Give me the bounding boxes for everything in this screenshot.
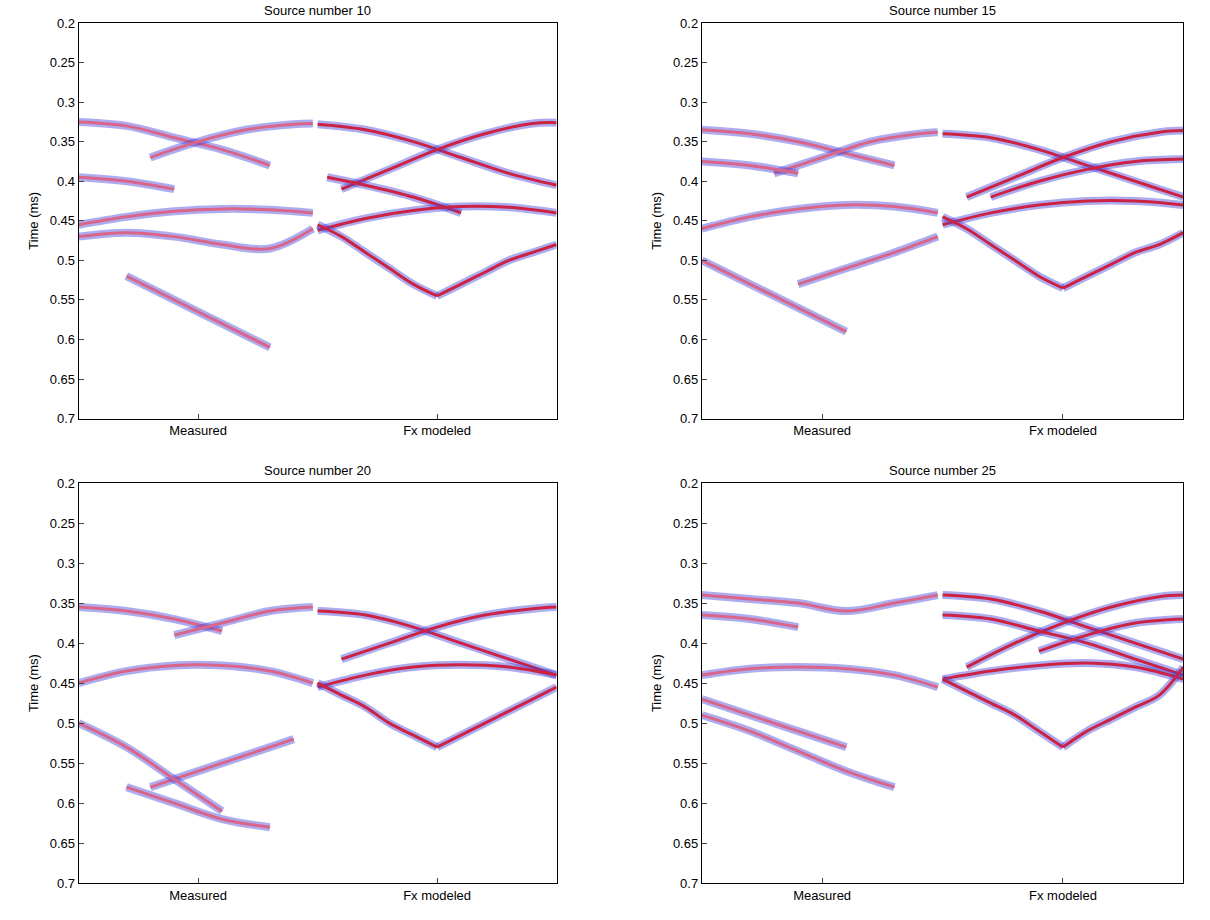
svg-text:Time (ms): Time (ms) <box>26 192 41 250</box>
svg-text:0.5: 0.5 <box>680 253 698 268</box>
svg-text:0.45: 0.45 <box>673 213 698 228</box>
svg-text:0.25: 0.25 <box>673 516 698 531</box>
svg-text:Fx modeled: Fx modeled <box>1029 888 1097 903</box>
svg-text:0.6: 0.6 <box>680 796 698 811</box>
svg-text:0.3: 0.3 <box>680 556 698 571</box>
svg-text:0.7: 0.7 <box>57 411 75 426</box>
svg-text:0.45: 0.45 <box>673 676 698 691</box>
svg-text:Fx modeled: Fx modeled <box>403 888 471 903</box>
svg-text:0.55: 0.55 <box>50 756 75 771</box>
svg-text:0.35: 0.35 <box>50 134 75 149</box>
svg-text:Source number 15: Source number 15 <box>889 3 996 18</box>
svg-text:0.4: 0.4 <box>57 636 75 651</box>
svg-text:0.6: 0.6 <box>680 332 698 347</box>
svg-text:0.2: 0.2 <box>680 16 698 31</box>
svg-text:0.55: 0.55 <box>673 292 698 307</box>
svg-text:0.35: 0.35 <box>50 596 75 611</box>
svg-text:0.2: 0.2 <box>680 476 698 491</box>
svg-text:0.6: 0.6 <box>57 332 75 347</box>
svg-text:Time (ms): Time (ms) <box>649 192 664 250</box>
svg-text:Fx modeled: Fx modeled <box>1029 423 1097 438</box>
svg-text:Fx modeled: Fx modeled <box>403 423 471 438</box>
svg-text:0.45: 0.45 <box>50 676 75 691</box>
svg-text:0.3: 0.3 <box>57 556 75 571</box>
svg-text:0.7: 0.7 <box>57 876 75 891</box>
svg-text:Measured: Measured <box>793 423 851 438</box>
svg-text:Measured: Measured <box>169 423 227 438</box>
svg-text:0.25: 0.25 <box>50 516 75 531</box>
svg-text:0.4: 0.4 <box>57 174 75 189</box>
svg-text:0.6: 0.6 <box>57 796 75 811</box>
svg-text:Source number 25: Source number 25 <box>889 463 996 478</box>
svg-text:0.4: 0.4 <box>680 636 698 651</box>
svg-text:0.5: 0.5 <box>680 716 698 731</box>
svg-text:0.3: 0.3 <box>680 95 698 110</box>
svg-text:Time (ms): Time (ms) <box>26 654 41 712</box>
svg-text:0.55: 0.55 <box>673 756 698 771</box>
svg-text:0.25: 0.25 <box>673 55 698 70</box>
svg-text:0.65: 0.65 <box>50 372 75 387</box>
svg-text:0.25: 0.25 <box>50 55 75 70</box>
svg-text:Measured: Measured <box>169 888 227 903</box>
svg-text:0.45: 0.45 <box>50 213 75 228</box>
svg-text:0.35: 0.35 <box>673 134 698 149</box>
svg-text:0.3: 0.3 <box>57 95 75 110</box>
svg-text:0.65: 0.65 <box>673 372 698 387</box>
svg-text:Source number 10: Source number 10 <box>264 3 371 18</box>
svg-text:0.65: 0.65 <box>50 836 75 851</box>
svg-text:0.65: 0.65 <box>673 836 698 851</box>
svg-text:0.55: 0.55 <box>50 292 75 307</box>
svg-text:0.7: 0.7 <box>680 876 698 891</box>
svg-text:0.35: 0.35 <box>673 596 698 611</box>
svg-text:0.2: 0.2 <box>57 16 75 31</box>
svg-text:0.7: 0.7 <box>680 411 698 426</box>
svg-text:0.2: 0.2 <box>57 476 75 491</box>
svg-text:0.5: 0.5 <box>57 716 75 731</box>
svg-text:Time (ms): Time (ms) <box>649 654 664 712</box>
svg-text:0.5: 0.5 <box>57 253 75 268</box>
svg-text:0.4: 0.4 <box>680 174 698 189</box>
svg-text:Measured: Measured <box>793 888 851 903</box>
svg-text:Source number 20: Source number 20 <box>264 463 371 478</box>
